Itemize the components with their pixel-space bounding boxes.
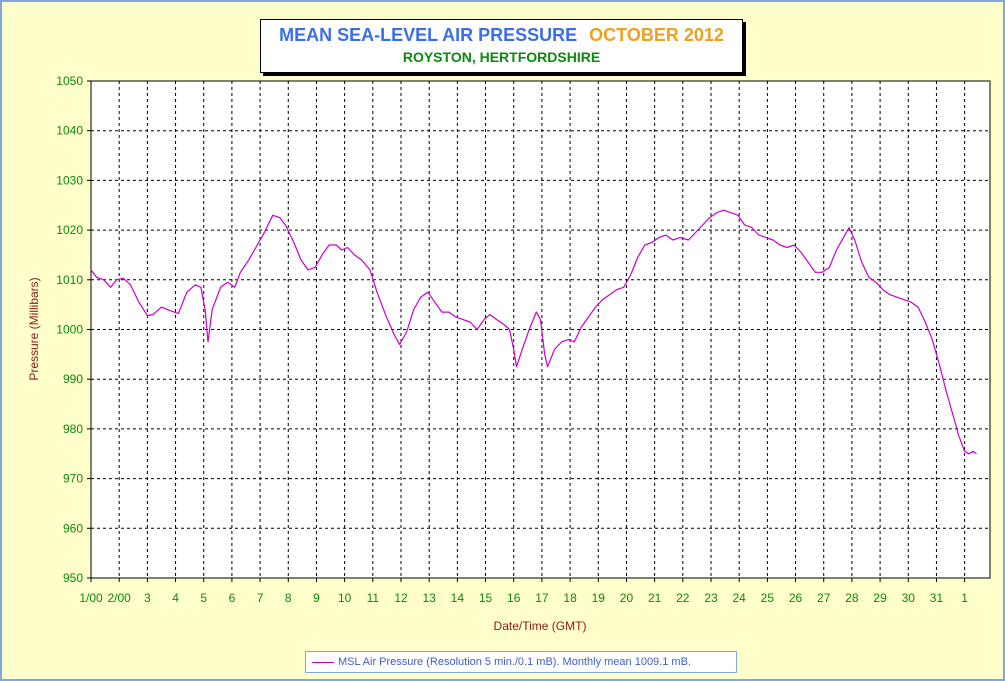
series-line-msl-pressure (90, 209, 977, 455)
x-tick-label: 26 (789, 591, 803, 605)
x-tick-label: 10 (338, 591, 352, 605)
grid (91, 81, 990, 578)
y-tick-label: 1000 (56, 323, 83, 337)
x-tick-label: 12 (394, 591, 408, 605)
chart-title-date: OCTOBER 2012 (589, 25, 724, 45)
x-tick-label: 25 (761, 591, 775, 605)
legend-line-swatch (312, 661, 334, 663)
x-tick-label: 16 (507, 591, 521, 605)
x-tick-label: 9 (313, 591, 320, 605)
y-tick-label: 980 (63, 422, 83, 436)
x-tick-label: 24 (733, 591, 747, 605)
tick-labels: 9509609709809901000101010201030104010501… (56, 74, 968, 605)
y-tick-label: 1040 (56, 124, 83, 138)
y-tick-label: 950 (63, 571, 83, 585)
x-tick-label: 4 (172, 591, 179, 605)
x-tick-label: 7 (257, 591, 264, 605)
x-tick-label: 22 (676, 591, 690, 605)
y-tick-label: 990 (63, 372, 83, 386)
chart-title-box: MEAN SEA-LEVEL AIR PRESSURE OCTOBER 2012 … (260, 19, 743, 73)
x-tick-label: 27 (817, 591, 831, 605)
x-tick-label: 1 (961, 591, 968, 605)
x-tick-label: 17 (535, 591, 549, 605)
x-tick-label: 20 (620, 591, 634, 605)
y-tick-label: 1050 (56, 74, 83, 88)
plot-area (90, 80, 991, 579)
y-tick-label: 1030 (56, 173, 83, 187)
x-tick-label: 13 (423, 591, 437, 605)
x-tick-label: 30 (902, 591, 916, 605)
x-tick-label: 1/00 (79, 591, 103, 605)
y-tick-label: 960 (63, 521, 83, 535)
x-tick-label: 23 (704, 591, 718, 605)
chart-title: MEAN SEA-LEVEL AIR PRESSURE (279, 25, 578, 45)
legend: MSL Air Pressure (Resolution 5 min./0.1 … (305, 651, 737, 673)
y-tick-label: 1020 (56, 223, 83, 237)
y-axis-title: Pressure (Millibars) (27, 277, 41, 380)
x-tick-label: 21 (648, 591, 662, 605)
x-tick-label: 11 (367, 591, 380, 605)
x-tick-label: 31 (930, 591, 944, 605)
x-tick-label: 14 (451, 591, 465, 605)
legend-label: MSL Air Pressure (Resolution 5 min./0.1 … (338, 656, 691, 668)
x-tick-label: 6 (229, 591, 236, 605)
x-axis-title: Date/Time (GMT) (494, 619, 587, 633)
x-tick-label: 28 (845, 591, 859, 605)
x-tick-label: 3 (144, 591, 151, 605)
y-tick-label: 970 (63, 472, 83, 486)
x-tick-label: 2/00 (108, 591, 132, 605)
x-tick-label: 19 (592, 591, 606, 605)
series-layer (90, 209, 977, 455)
x-tick-label: 15 (479, 591, 493, 605)
chart-subtitle: ROYSTON, HERTFORDSHIRE (402, 49, 601, 65)
y-tick-label: 1010 (56, 273, 83, 287)
x-tick-label: 8 (285, 591, 292, 605)
x-tick-label: 29 (873, 591, 887, 605)
x-tick-label: 5 (200, 591, 207, 605)
x-tick-label: 18 (563, 591, 577, 605)
